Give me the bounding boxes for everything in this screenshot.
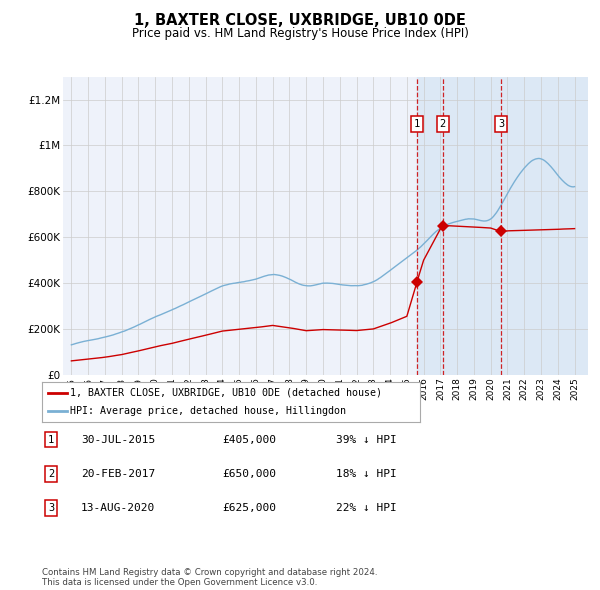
Text: 20-FEB-2017: 20-FEB-2017 bbox=[81, 469, 155, 478]
Text: 22% ↓ HPI: 22% ↓ HPI bbox=[336, 503, 397, 513]
Text: £650,000: £650,000 bbox=[222, 469, 276, 478]
Text: 30-JUL-2015: 30-JUL-2015 bbox=[81, 435, 155, 444]
Bar bbox=[416, 77, 588, 375]
Text: Price paid vs. HM Land Registry's House Price Index (HPI): Price paid vs. HM Land Registry's House … bbox=[131, 27, 469, 40]
Text: 1: 1 bbox=[413, 119, 420, 129]
Text: 3: 3 bbox=[48, 503, 54, 513]
Text: 18% ↓ HPI: 18% ↓ HPI bbox=[336, 469, 397, 478]
Text: £625,000: £625,000 bbox=[222, 503, 276, 513]
Text: £405,000: £405,000 bbox=[222, 435, 276, 444]
Text: 1: 1 bbox=[48, 435, 54, 444]
Text: 1, BAXTER CLOSE, UXBRIDGE, UB10 0DE: 1, BAXTER CLOSE, UXBRIDGE, UB10 0DE bbox=[134, 13, 466, 28]
Text: 13-AUG-2020: 13-AUG-2020 bbox=[81, 503, 155, 513]
Text: HPI: Average price, detached house, Hillingdon: HPI: Average price, detached house, Hill… bbox=[70, 406, 346, 416]
Text: 1, BAXTER CLOSE, UXBRIDGE, UB10 0DE (detached house): 1, BAXTER CLOSE, UXBRIDGE, UB10 0DE (det… bbox=[70, 388, 382, 398]
Text: 2: 2 bbox=[439, 119, 446, 129]
Text: 39% ↓ HPI: 39% ↓ HPI bbox=[336, 435, 397, 444]
Text: 2: 2 bbox=[48, 469, 54, 478]
Text: Contains HM Land Registry data © Crown copyright and database right 2024.
This d: Contains HM Land Registry data © Crown c… bbox=[42, 568, 377, 587]
Text: 3: 3 bbox=[498, 119, 504, 129]
